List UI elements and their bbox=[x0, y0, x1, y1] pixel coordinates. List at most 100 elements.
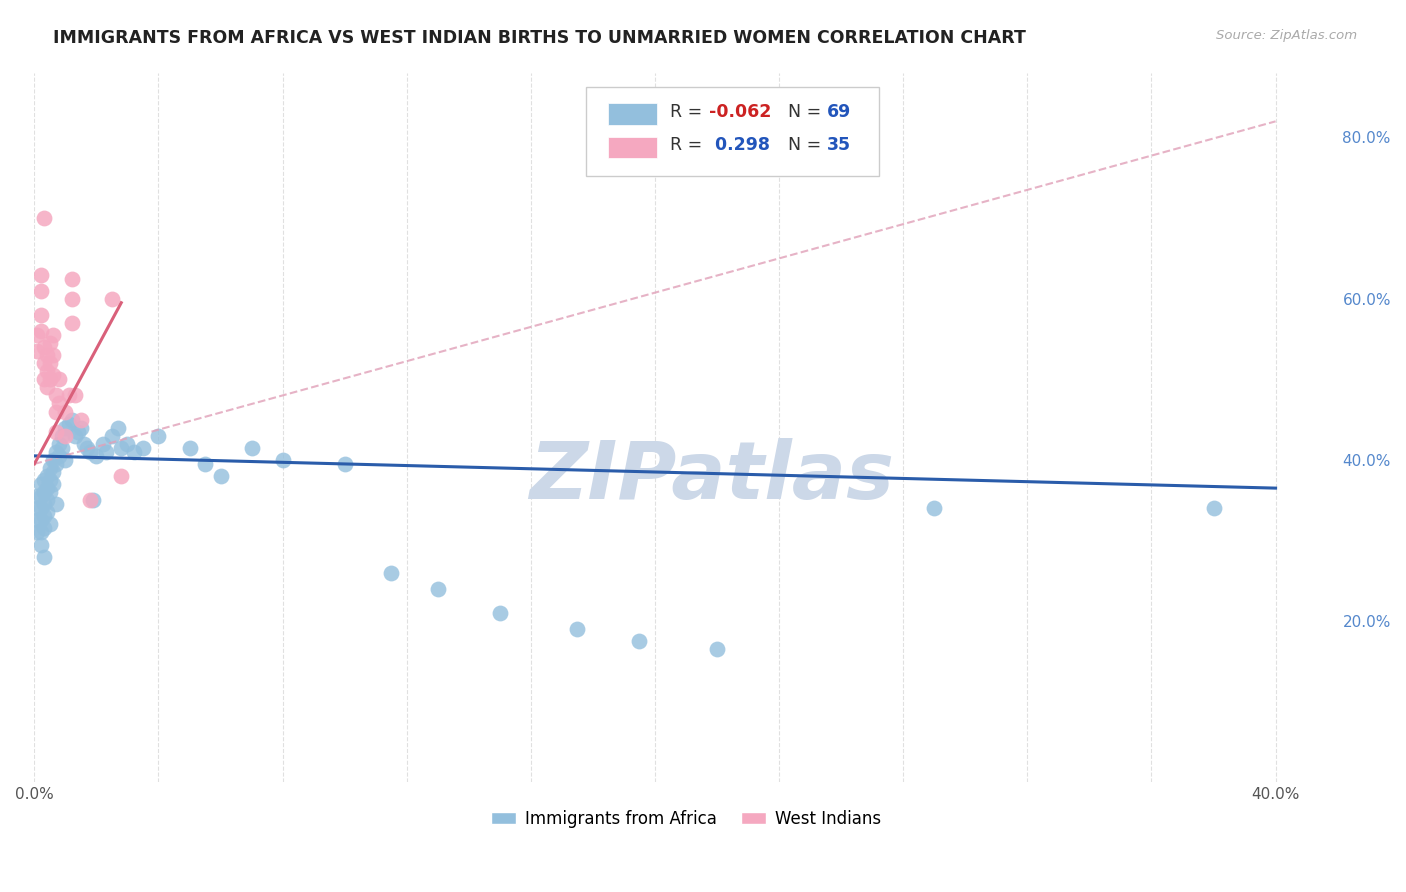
Point bbox=[55, 420, 77, 434]
Point bbox=[48, 449, 70, 463]
Point bbox=[30, 477, 52, 491]
Point bbox=[179, 441, 201, 455]
Point bbox=[27, 344, 49, 359]
Point bbox=[333, 457, 356, 471]
Point bbox=[45, 388, 67, 402]
Point bbox=[30, 308, 52, 322]
Point bbox=[32, 356, 55, 370]
Point bbox=[38, 473, 60, 487]
Point bbox=[55, 404, 77, 418]
Point bbox=[76, 441, 98, 455]
Point bbox=[30, 537, 52, 551]
Point bbox=[55, 453, 77, 467]
Point bbox=[51, 428, 73, 442]
Point bbox=[51, 441, 73, 455]
Text: R =: R = bbox=[671, 136, 709, 154]
Point bbox=[35, 348, 58, 362]
Point bbox=[27, 489, 49, 503]
Point bbox=[27, 328, 49, 343]
Point bbox=[32, 509, 55, 524]
Point bbox=[38, 336, 60, 351]
Point bbox=[922, 501, 945, 516]
Point bbox=[27, 501, 49, 516]
Text: ZIPatlas: ZIPatlas bbox=[530, 438, 894, 516]
FancyBboxPatch shape bbox=[607, 136, 658, 158]
Point bbox=[91, 437, 114, 451]
Point bbox=[42, 328, 65, 343]
Point bbox=[63, 388, 86, 402]
Point bbox=[426, 582, 449, 596]
Point bbox=[110, 469, 132, 483]
Point bbox=[706, 642, 728, 657]
Point bbox=[60, 412, 83, 426]
Point bbox=[70, 420, 93, 434]
Point bbox=[194, 457, 217, 471]
Text: N =: N = bbox=[778, 136, 827, 154]
Point bbox=[32, 485, 55, 500]
Point bbox=[35, 481, 58, 495]
Point bbox=[35, 469, 58, 483]
Point bbox=[101, 428, 124, 442]
Point bbox=[30, 489, 52, 503]
Point bbox=[122, 445, 145, 459]
Point bbox=[27, 513, 49, 527]
Point bbox=[38, 461, 60, 475]
Point bbox=[32, 211, 55, 225]
Point bbox=[79, 445, 101, 459]
Point bbox=[42, 465, 65, 479]
Point bbox=[45, 457, 67, 471]
Point bbox=[30, 501, 52, 516]
Point bbox=[32, 521, 55, 535]
Point bbox=[86, 449, 108, 463]
Text: Source: ZipAtlas.com: Source: ZipAtlas.com bbox=[1216, 29, 1357, 42]
Point bbox=[48, 372, 70, 386]
Point bbox=[42, 477, 65, 491]
Text: N =: N = bbox=[778, 103, 827, 121]
Point bbox=[209, 469, 232, 483]
Point bbox=[82, 493, 104, 508]
FancyBboxPatch shape bbox=[586, 87, 879, 176]
Point bbox=[35, 505, 58, 519]
Point bbox=[60, 271, 83, 285]
Text: R =: R = bbox=[671, 103, 709, 121]
Point bbox=[45, 404, 67, 418]
Point bbox=[60, 316, 83, 330]
Point bbox=[32, 473, 55, 487]
Point bbox=[73, 437, 96, 451]
Point bbox=[27, 525, 49, 540]
Point bbox=[110, 441, 132, 455]
Point bbox=[628, 634, 651, 648]
Point bbox=[79, 493, 101, 508]
Text: 35: 35 bbox=[827, 136, 851, 154]
Point bbox=[1202, 501, 1225, 516]
Point bbox=[32, 549, 55, 564]
Point bbox=[380, 566, 402, 580]
Point bbox=[48, 396, 70, 410]
Point bbox=[42, 368, 65, 383]
Point bbox=[42, 453, 65, 467]
Point bbox=[488, 606, 510, 620]
Point bbox=[567, 622, 589, 636]
Point bbox=[132, 441, 155, 455]
Point bbox=[32, 497, 55, 511]
Point bbox=[107, 420, 129, 434]
Point bbox=[240, 441, 263, 455]
Point bbox=[35, 380, 58, 394]
Point bbox=[32, 372, 55, 386]
Text: 69: 69 bbox=[827, 103, 851, 121]
FancyBboxPatch shape bbox=[607, 103, 658, 125]
Point bbox=[55, 428, 77, 442]
Point bbox=[148, 428, 170, 442]
Point bbox=[45, 425, 67, 439]
Point bbox=[38, 485, 60, 500]
Point bbox=[35, 364, 58, 378]
Point bbox=[42, 348, 65, 362]
Point bbox=[38, 356, 60, 370]
Point bbox=[30, 268, 52, 282]
Point bbox=[32, 340, 55, 354]
Point bbox=[101, 292, 124, 306]
Point bbox=[48, 437, 70, 451]
Point bbox=[63, 428, 86, 442]
Point bbox=[35, 493, 58, 508]
Point bbox=[60, 292, 83, 306]
